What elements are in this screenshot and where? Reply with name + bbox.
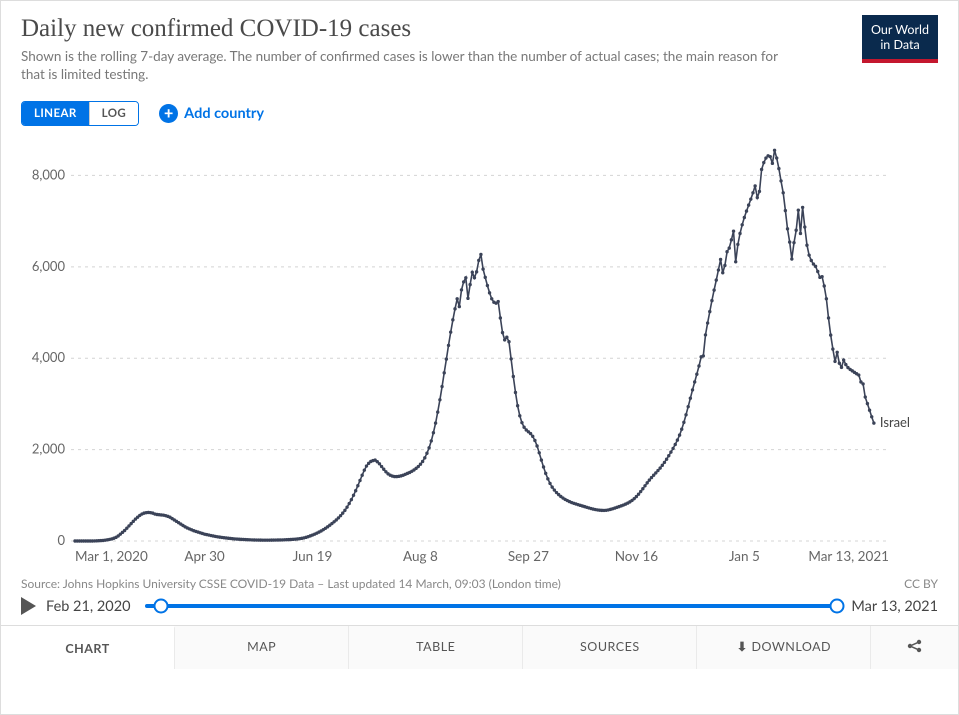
svg-text:Jan 5: Jan 5 (729, 548, 760, 564)
share-icon (907, 639, 923, 653)
tab-share[interactable] (871, 626, 958, 669)
svg-text:Apr 30: Apr 30 (184, 548, 225, 564)
svg-text:Mar 13, 2021: Mar 13, 2021 (808, 548, 889, 564)
scale-toggle: LINEAR LOG (21, 101, 139, 126)
slider-track[interactable] (145, 604, 838, 608)
svg-text:4,000: 4,000 (32, 350, 66, 366)
timeline-start-label: Feb 21, 2020 (46, 598, 131, 615)
chart-title: Daily new confirmed COVID-19 cases (21, 15, 781, 43)
slider-handle-left[interactable] (154, 599, 169, 614)
play-icon[interactable] (21, 597, 36, 615)
tab-map[interactable]: MAP (175, 626, 349, 669)
tab-bar: CHART MAP TABLE SOURCES ⬇ DOWNLOAD (1, 625, 958, 669)
download-label: DOWNLOAD (751, 639, 831, 654)
svg-text:Mar 1, 2020: Mar 1, 2020 (75, 548, 148, 564)
time-slider[interactable]: Feb 21, 2020 Mar 13, 2021 (21, 597, 938, 615)
svg-text:2,000: 2,000 (32, 441, 66, 457)
svg-text:Jun 19: Jun 19 (293, 548, 333, 564)
svg-text:Nov 16: Nov 16 (615, 548, 658, 564)
chart-plot[interactable]: 0 2,000 4,000 6,000 8,000 Mar 1, 2020 Apr 30 Ju… (21, 136, 939, 571)
slider-handle-right[interactable] (830, 599, 845, 614)
tab-download[interactable]: ⬇ DOWNLOAD (697, 626, 871, 669)
license-link[interactable]: CC BY (904, 576, 938, 591)
svg-text:Israel: Israel (880, 415, 910, 431)
svg-text:Aug 8: Aug 8 (403, 548, 438, 564)
linear-button[interactable]: LINEAR (22, 102, 90, 125)
tab-sources[interactable]: SOURCES (523, 626, 697, 669)
add-country-label: Add country (184, 105, 264, 122)
svg-text:8,000: 8,000 (32, 167, 66, 183)
add-country-button[interactable]: + Add country (159, 104, 264, 123)
logo-line2: in Data (880, 37, 919, 52)
logo-line1: Our World (871, 22, 929, 37)
download-icon: ⬇ (737, 639, 748, 654)
svg-text:6,000: 6,000 (32, 258, 66, 274)
source-text: Source: Johns Hopkins University CSSE CO… (21, 576, 561, 591)
svg-text:0: 0 (57, 532, 65, 548)
tab-table[interactable]: TABLE (349, 626, 523, 669)
timeline-end-label: Mar 13, 2021 (851, 598, 938, 615)
chart-subtitle: Shown is the rolling 7-day average. The … (21, 47, 781, 83)
tab-chart[interactable]: CHART (1, 626, 175, 669)
owid-logo[interactable]: Our World in Data (862, 15, 938, 63)
log-button[interactable]: LOG (90, 102, 139, 125)
plus-icon: + (159, 104, 178, 123)
svg-text:Sep 27: Sep 27 (508, 548, 549, 564)
